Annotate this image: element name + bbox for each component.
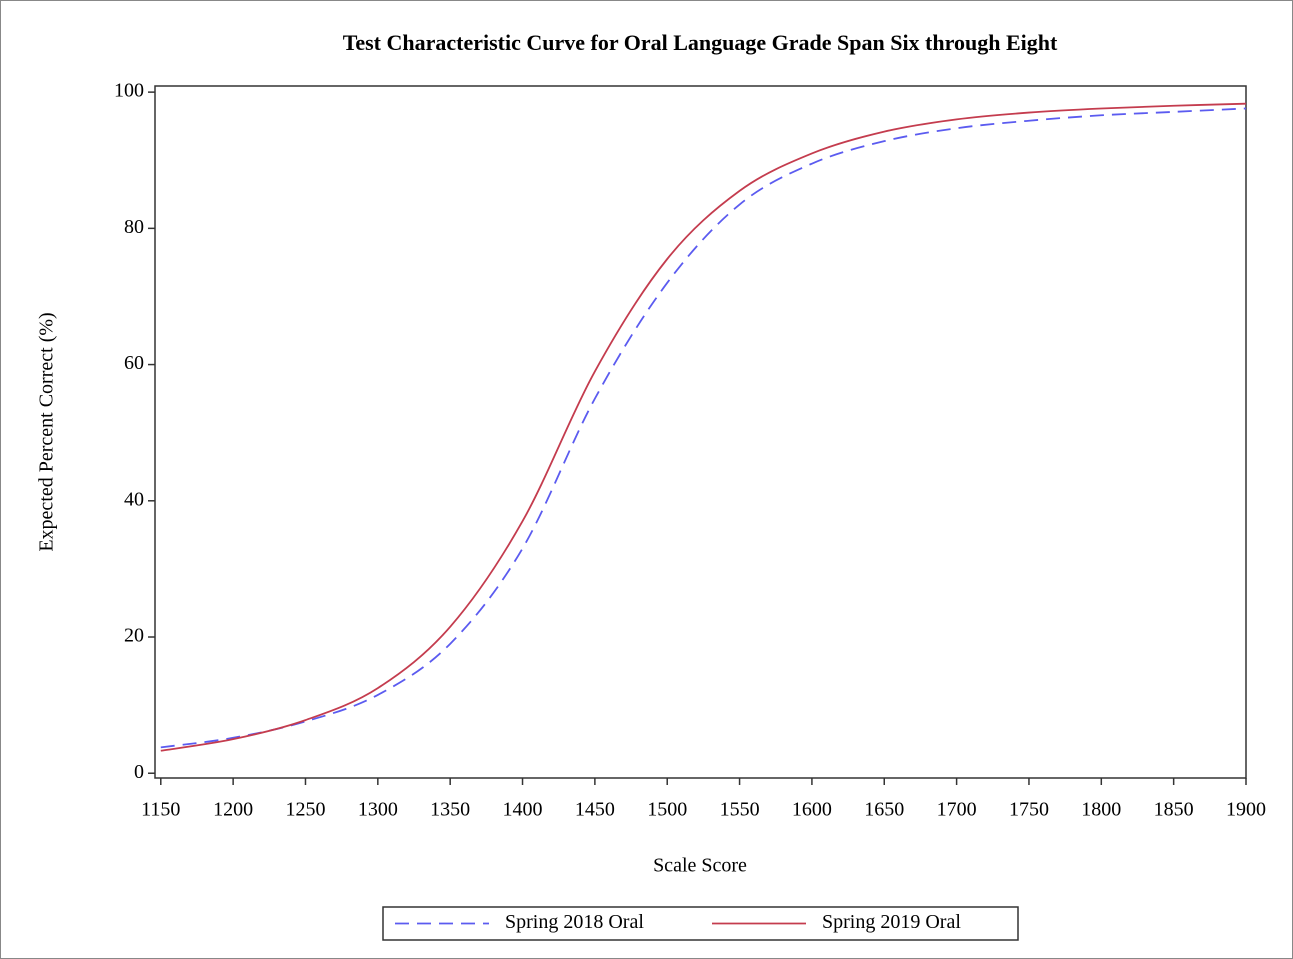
chart-title: Test Characteristic Curve for Oral Langu…	[343, 30, 1058, 55]
x-tick-label: 1450	[575, 799, 615, 821]
y-tick-label: 20	[124, 625, 144, 647]
y-tick-label: 100	[114, 80, 144, 102]
x-tick-label: 1150	[141, 799, 180, 821]
x-tick-label: 1500	[647, 799, 687, 821]
x-tick-label: 1350	[430, 799, 470, 821]
x-tick-label: 1900	[1226, 799, 1266, 821]
legend-label: Spring 2018 Oral	[505, 911, 644, 933]
y-tick-label: 40	[124, 488, 144, 510]
y-tick-label: 60	[124, 352, 144, 374]
x-tick-label: 1700	[937, 799, 977, 821]
x-tick-label: 1650	[864, 799, 904, 821]
plot-frame	[154, 85, 1247, 779]
series-line	[160, 107, 1247, 749]
legend-label: Spring 2019 Oral	[822, 911, 961, 933]
y-axis-label: Expected Percent Correct (%)	[36, 312, 58, 551]
x-tick-label: 1850	[1154, 799, 1194, 821]
x-tick-label: 1200	[213, 799, 253, 821]
series-line	[160, 102, 1247, 752]
x-tick-label: 1600	[792, 799, 832, 821]
x-tick-label: 1400	[503, 799, 543, 821]
x-tick-label: 1800	[1081, 799, 1121, 821]
x-axis-label: Scale Score	[653, 855, 747, 877]
x-tick-label: 1750	[1009, 799, 1049, 821]
y-tick-label: 80	[124, 216, 144, 238]
x-tick-label: 1550	[720, 799, 760, 821]
x-tick-label: 1300	[358, 799, 398, 821]
y-tick-label: 0	[134, 761, 144, 783]
x-tick-label: 1250	[285, 799, 325, 821]
